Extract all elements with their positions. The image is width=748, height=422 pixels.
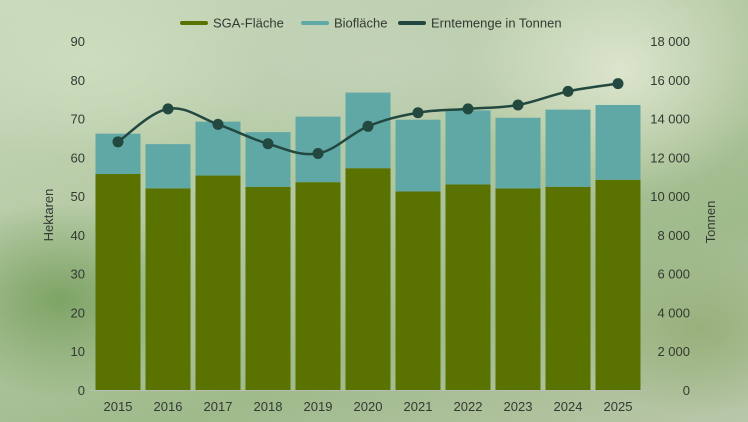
legend-label: SGA-Fläche: [213, 16, 284, 31]
y-right-tick-label: 6 000: [657, 267, 690, 282]
data-point-erntemenge: [612, 78, 624, 90]
y-right-tick-label: 14 000: [650, 112, 690, 127]
bar-sga-fl-che: [245, 186, 291, 390]
legend-label: Erntemenge in Tonnen: [431, 16, 562, 31]
y-right-tick-label: 12 000: [650, 150, 690, 165]
bar-sga-fl-che: [395, 191, 441, 390]
x-tick-label: 2025: [604, 399, 633, 414]
y-right-tick-label: 4 000: [657, 305, 690, 320]
y-right-tick-label: 8 000: [657, 228, 690, 243]
y-left-tick-label: 70: [71, 112, 85, 127]
data-point-erntemenge: [162, 103, 174, 115]
x-tick-label: 2015: [104, 399, 133, 414]
data-point-erntemenge: [562, 85, 574, 97]
data-point-erntemenge: [462, 103, 474, 115]
x-tick-label: 2018: [254, 399, 283, 414]
x-tick-label: 2017: [204, 399, 233, 414]
y-left-tick-label: 30: [71, 267, 85, 282]
legend-label: Biofläche: [334, 16, 387, 31]
bar-sga-fl-che: [195, 175, 241, 390]
bar-biofl-che: [395, 119, 441, 192]
y-right-tick-label: 18 000: [650, 34, 690, 49]
x-tick-label: 2022: [454, 399, 483, 414]
bar-biofl-che: [495, 117, 541, 189]
bar-sga-fl-che: [295, 182, 341, 390]
x-tick-label: 2019: [304, 399, 333, 414]
bar-biofl-che: [445, 110, 491, 185]
bar-biofl-che: [595, 104, 641, 180]
bar-sga-fl-che: [445, 184, 491, 390]
y-right-tick-label: 0: [683, 383, 690, 398]
data-point-erntemenge: [412, 107, 424, 119]
data-point-erntemenge: [112, 136, 124, 148]
data-point-erntemenge: [262, 138, 274, 150]
data-point-erntemenge: [212, 118, 224, 130]
x-tick-label: 2024: [554, 399, 583, 414]
bar-sga-fl-che: [145, 188, 191, 390]
data-point-erntemenge: [312, 147, 324, 159]
x-tick-label: 2016: [154, 399, 183, 414]
y-left-tick-label: 20: [71, 305, 85, 320]
y-right-tick-label: 16 000: [650, 73, 690, 88]
y-left-tick-label: 50: [71, 189, 85, 204]
y-left-axis-label: Hektaren: [41, 189, 56, 242]
data-point-erntemenge: [512, 99, 524, 111]
bar-sga-fl-che: [595, 179, 641, 390]
y-right-tick-label: 10 000: [650, 189, 690, 204]
y-left-tick-label: 40: [71, 228, 85, 243]
data-point-erntemenge: [362, 120, 374, 132]
y-left-tick-label: 60: [71, 150, 85, 165]
x-tick-label: 2020: [354, 399, 383, 414]
legend: SGA-Fläche Biofläche Erntemenge in Tonnen: [180, 16, 562, 31]
bar-biofl-che: [145, 144, 191, 189]
bar-sga-fl-che: [495, 188, 541, 390]
y-left-tick-label: 0: [78, 383, 85, 398]
y-right-tick-label: 2 000: [657, 344, 690, 359]
y-left-tick-label: 10: [71, 344, 85, 359]
y-right-axis-label: Tonnen: [703, 201, 718, 244]
bar-biofl-che: [545, 109, 591, 187]
bar-sga-fl-che: [345, 168, 391, 390]
bar-sga-fl-che: [545, 186, 591, 390]
x-tick-label: 2023: [504, 399, 533, 414]
y-left-tick-label: 80: [71, 73, 85, 88]
y-left-tick-label: 90: [71, 34, 85, 49]
x-tick-label: 2021: [404, 399, 433, 414]
bar-sga-fl-che: [95, 174, 141, 390]
